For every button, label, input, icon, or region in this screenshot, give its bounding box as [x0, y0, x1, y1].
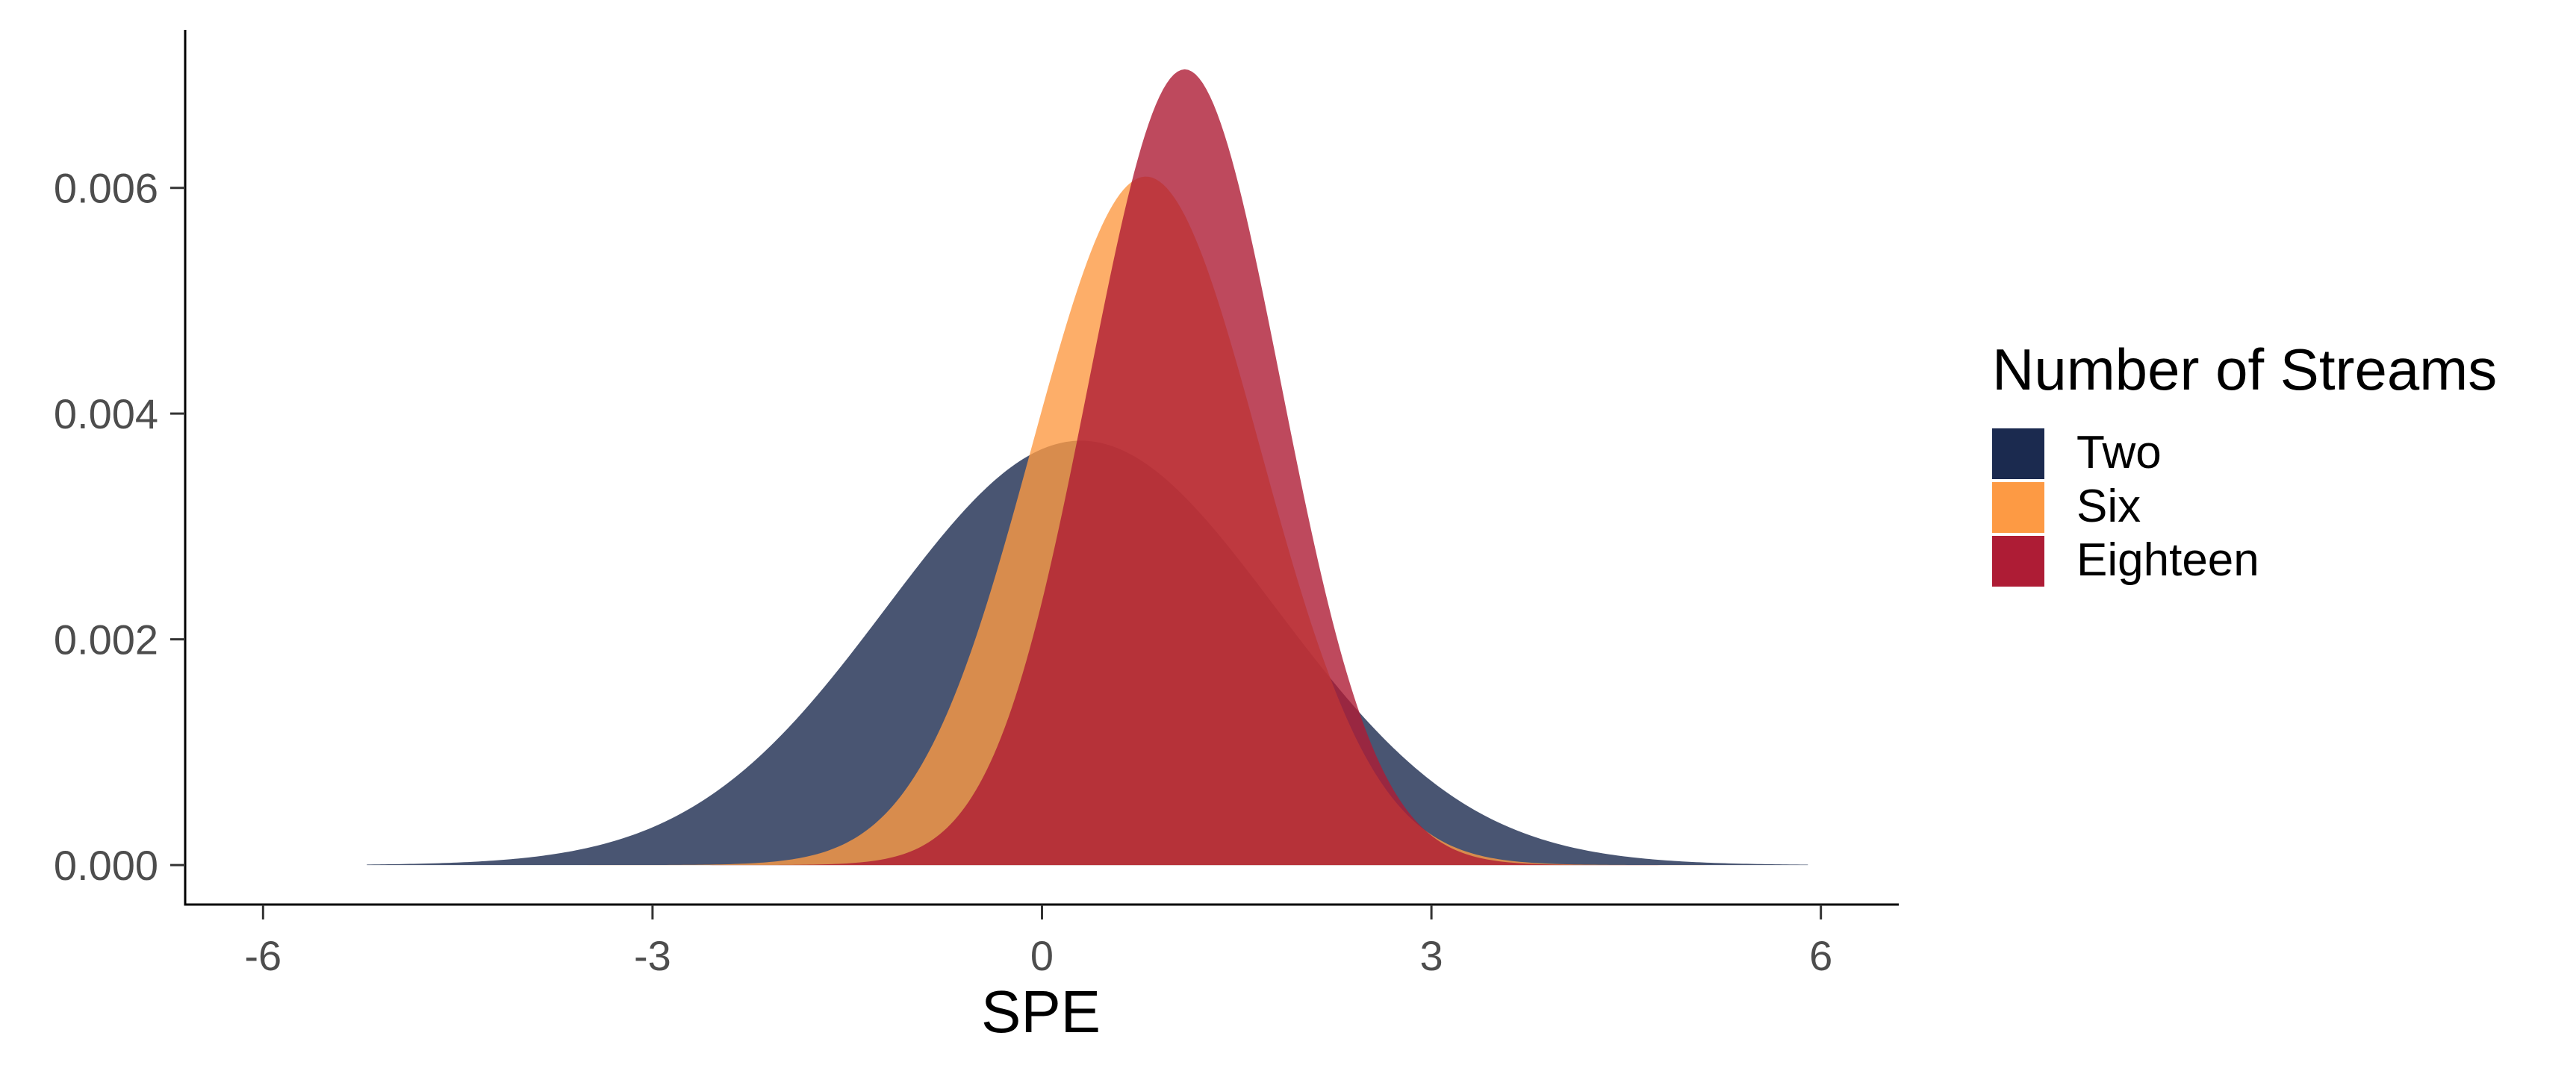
legend-key-two [1992, 428, 2044, 479]
y-tick-label: 0.006 [54, 165, 158, 212]
density-area-eighteen [367, 69, 1808, 866]
legend-key-eighteen [1992, 536, 2044, 587]
x-axis-title: SPE [981, 978, 1101, 1045]
legend-key-six [1992, 482, 2044, 533]
y-tick-label: 0.000 [54, 842, 158, 889]
x-tick-label: 0 [1030, 932, 1054, 979]
plot-area [367, 69, 1808, 866]
legend-label-six: Six [2076, 481, 2141, 532]
x-axis-ticks: -6 -3 0 3 6 [244, 905, 1832, 979]
y-axis-ticks: 0.000 0.002 0.004 0.006 [54, 165, 185, 889]
legend-label-eighteen: Eighteen [2076, 534, 2259, 586]
x-tick-label: 6 [1809, 932, 1832, 979]
legend-title: Number of Streams [1992, 337, 2497, 402]
y-tick-label: 0.002 [54, 616, 158, 663]
x-tick-label: -6 [244, 932, 281, 979]
y-tick-label: 0.004 [54, 390, 158, 437]
x-tick-label: 3 [1420, 932, 1443, 979]
x-tick-label: -3 [634, 932, 671, 979]
legend-label-two: Two [2076, 427, 2162, 478]
